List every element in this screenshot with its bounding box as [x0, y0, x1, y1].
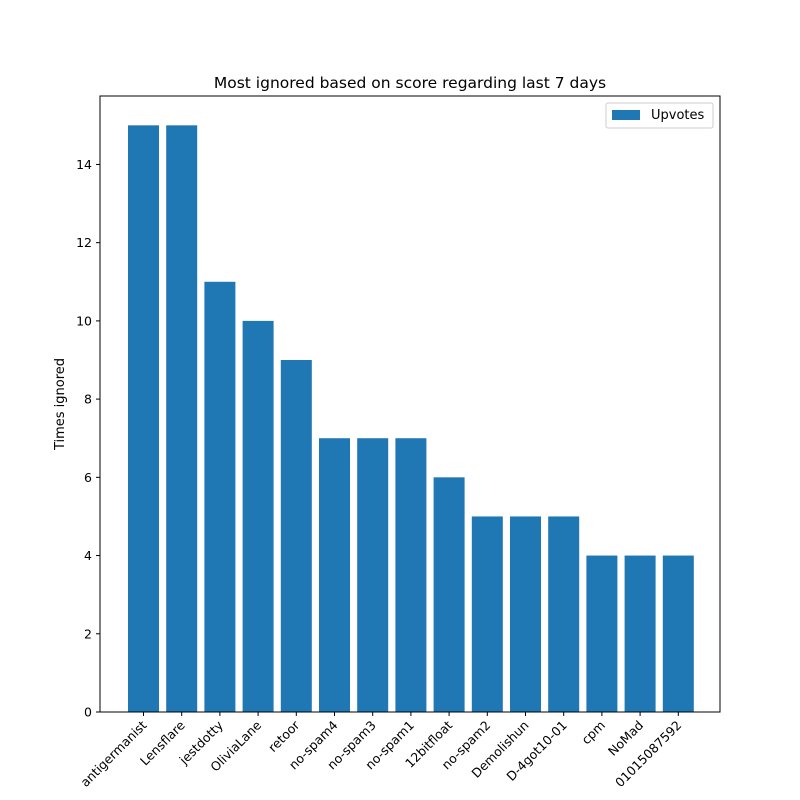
- bar-2: [204, 281, 236, 712]
- y-axis-ticks: 0 2 4 6 8 10 12 14: [76, 157, 100, 720]
- bar-7: [395, 438, 427, 712]
- bar-4: [280, 360, 312, 712]
- legend-box: [605, 102, 714, 129]
- y-tick-label-7: 14: [76, 157, 92, 172]
- bar-13: [624, 555, 656, 712]
- bar-11: [548, 516, 580, 712]
- y-tick-label-6: 12: [76, 235, 92, 250]
- bar-3: [242, 320, 274, 712]
- bar-1: [166, 125, 198, 713]
- y-tick-label-2: 4: [84, 548, 92, 563]
- y-tick-label-1: 2: [84, 626, 92, 641]
- bar-6: [357, 438, 389, 712]
- bar-0: [128, 125, 159, 713]
- bar-5: [319, 438, 350, 712]
- legend-swatch: [612, 110, 640, 120]
- chart-title: Most ignored based on score regarding la…: [214, 74, 606, 92]
- legend-label: Upvotes: [651, 108, 705, 123]
- bars-group: [128, 125, 694, 713]
- bar-9: [471, 516, 503, 712]
- legend: Upvotes: [605, 102, 714, 129]
- y-tick-label-4: 8: [84, 392, 92, 407]
- y-tick-label-5: 10: [76, 313, 92, 328]
- bar-8: [433, 477, 465, 712]
- y-tick-label-0: 0: [84, 705, 92, 720]
- y-tick-label-3: 6: [84, 470, 92, 485]
- bar-10: [510, 516, 541, 712]
- bar-14: [662, 555, 694, 712]
- plot-frame: [99, 95, 721, 713]
- y-axis-label: Times ignored: [53, 358, 68, 451]
- bar-12: [586, 555, 618, 712]
